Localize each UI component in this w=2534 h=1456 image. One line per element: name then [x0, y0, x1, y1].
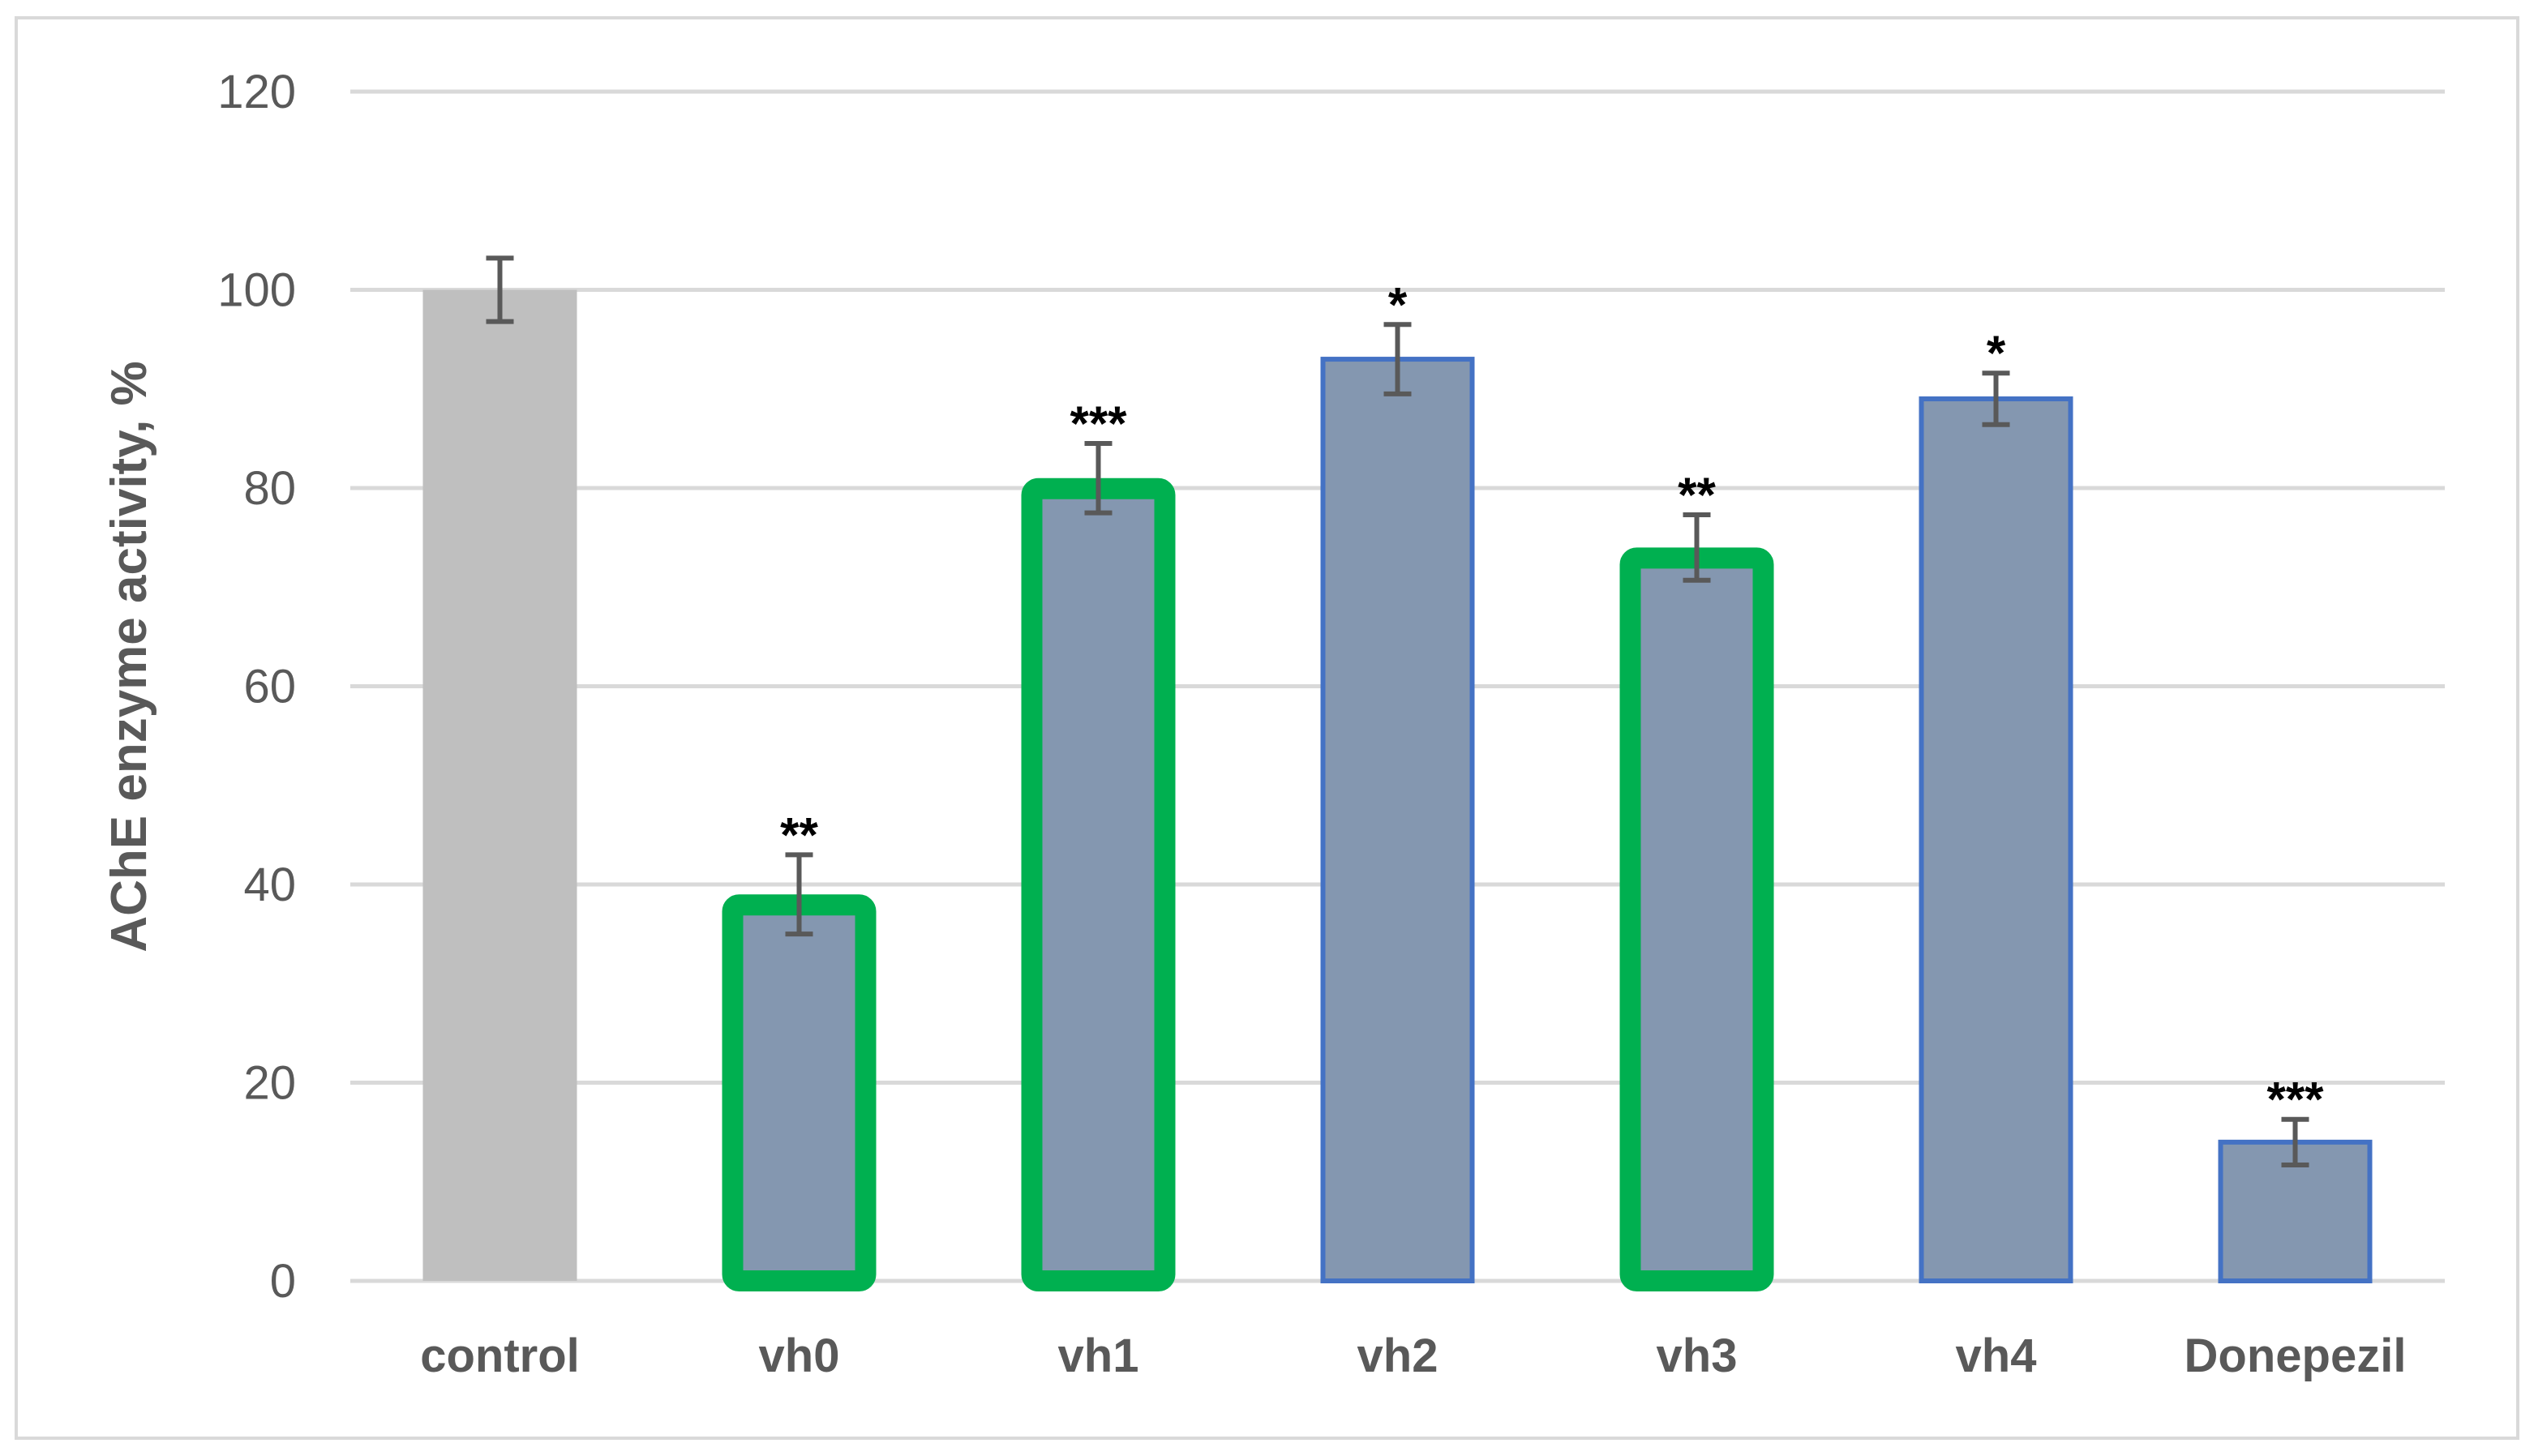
bar-vh1: [1021, 477, 1176, 1291]
error-bar-vh4: [1982, 370, 2010, 427]
x-category-label-vh2: vh2: [1357, 1330, 1439, 1382]
y-axis-title: AChE enzyme activity, %: [101, 361, 157, 952]
x-category-label-vh0: vh0: [759, 1330, 840, 1382]
x-category-label-vh4: vh4: [1956, 1330, 2037, 1382]
y-axis-ticks: 0 20 40 60 80 100 120: [217, 66, 296, 1308]
y-tick-label: 40: [243, 859, 296, 911]
x-axis-categories: control vh0 vh1 vh2 vh3 vh4 Donepezil: [420, 1330, 2406, 1382]
x-category-label-vh1: vh1: [1058, 1330, 1139, 1382]
x-category-label-control: control: [420, 1330, 580, 1382]
error-bars: [486, 255, 2309, 1167]
bar-vh2: [1320, 357, 1475, 1284]
y-tick-label: 80: [243, 462, 296, 515]
error-bar-vh2: [1383, 322, 1412, 396]
y-tick-label: 100: [217, 264, 296, 317]
error-bar-vh3: [1683, 512, 1711, 583]
y-tick-label: 60: [243, 661, 296, 713]
error-bar-Donepezil: [2281, 1116, 2309, 1167]
x-category-label-vh3: vh3: [1657, 1330, 1738, 1382]
bars: [422, 289, 2373, 1291]
y-tick-label: 20: [243, 1057, 296, 1110]
error-bar-control: [486, 255, 514, 324]
y-tick-label: 120: [217, 66, 296, 118]
error-bar-vh0: [785, 852, 813, 937]
significance-markers: ************: [780, 277, 2324, 1126]
bar-vh4: [1919, 396, 2073, 1284]
error-bar-vh1: [1084, 440, 1113, 516]
significance-label-vh4: *: [1987, 326, 2006, 380]
bar-vh3: [1619, 547, 1774, 1291]
significance-label-vh0: **: [780, 807, 818, 862]
significance-label-vh1: ***: [1070, 396, 1127, 451]
significance-label-Donepezil: ***: [2266, 1073, 2324, 1127]
significance-label-vh2: *: [1388, 277, 1408, 332]
bar-vh0: [722, 894, 877, 1291]
bar-control: [422, 289, 577, 1281]
significance-label-vh3: **: [1678, 468, 1716, 522]
y-tick-label: 0: [270, 1255, 296, 1308]
x-category-label-Donepezil: Donepezil: [2185, 1330, 2407, 1382]
